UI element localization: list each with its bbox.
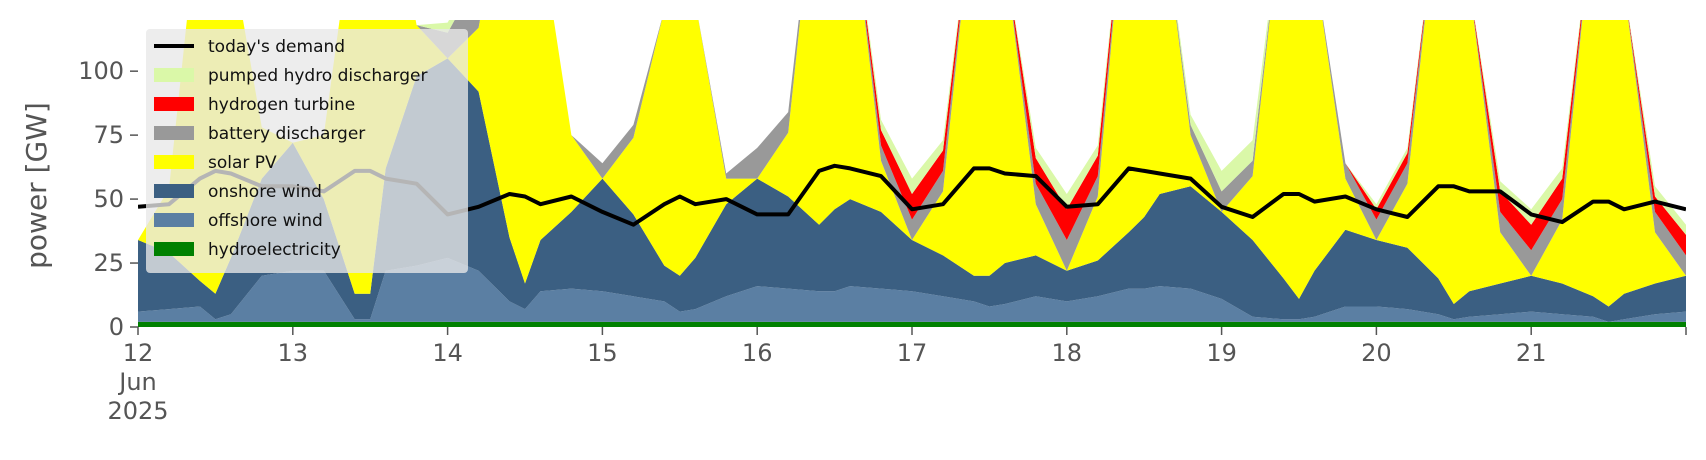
legend-swatch-offshore-wind — [154, 213, 194, 227]
legend-swatch-onshore-wind — [154, 184, 194, 198]
legend-label-today-s-demand: today's demand — [208, 37, 345, 57]
legend-label-onshore-wind: onshore wind — [208, 182, 322, 202]
area-hydroelectricity — [138, 321, 1686, 327]
y-tick-label: 25 — [93, 249, 124, 277]
x-tick-label: 12 Jun 2025 — [107, 339, 168, 425]
legend-label-hydrogen-turbine: hydrogen turbine — [208, 95, 355, 115]
x-tick-label: 20 — [1361, 339, 1392, 367]
legend-swatch-hydroelectricity — [154, 242, 194, 256]
x-tick-label: 15 — [587, 339, 618, 367]
legend: today's demand pumped hydro discharger hyd… — [146, 29, 468, 273]
legend-label-hydroelectricity: hydroelectricity — [208, 240, 341, 260]
legend-label-solar-pv: solar PV — [208, 153, 277, 173]
axes: 0 25 50 75 100 12 Jun 2025 13 14 15 16 17 18 19 20 21 pow… — [20, 57, 1687, 425]
y-axis-title: power [GW] — [20, 102, 53, 269]
y-tick-label: 75 — [93, 121, 124, 149]
legend-swatch-solar-pv — [154, 155, 194, 169]
legend-box — [146, 29, 468, 273]
legend-label-offshore-wind: offshore wind — [208, 211, 323, 231]
area-solar-pv — [138, 20, 1686, 307]
y-tick-label: 0 — [109, 313, 124, 341]
y-tick-label: 50 — [93, 185, 124, 213]
x-tick-label: 14 — [432, 339, 463, 367]
legend-swatch-pumped-hydro-discharger — [154, 68, 194, 82]
area-battery-discharger — [138, 20, 1686, 276]
area-offshore-wind — [138, 257, 1686, 322]
legend-label-battery-discharger: battery discharger — [208, 124, 365, 144]
x-tick-label: 13 — [278, 339, 309, 367]
x-tick-label: 21 — [1516, 339, 1547, 367]
legend-label-pumped-hydro-discharger: pumped hydro discharger — [208, 66, 427, 86]
legend-swatch-hydrogen-turbine — [154, 97, 194, 111]
y-tick-label: 100 — [78, 57, 124, 85]
area-pumped-hydro-discharger — [138, 20, 1686, 240]
x-tick-label: 18 — [1052, 339, 1083, 367]
legend-swatch-battery-discharger — [154, 126, 194, 140]
x-tick-label: 16 — [742, 339, 773, 367]
x-tick-label: 17 — [897, 339, 928, 367]
x-tick-label: 19 — [1206, 339, 1237, 367]
